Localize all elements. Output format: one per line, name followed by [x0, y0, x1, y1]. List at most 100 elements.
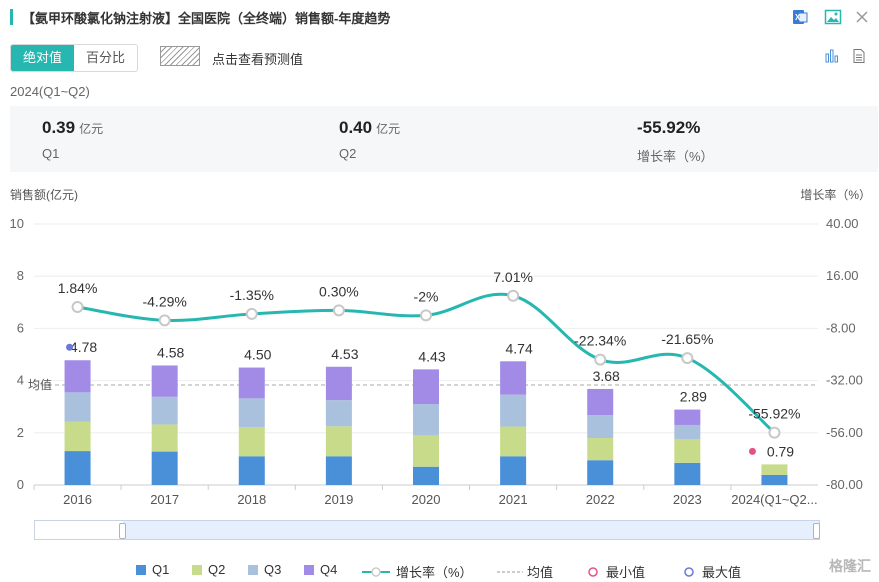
- bar-q2: [64, 421, 91, 452]
- image-export-icon[interactable]: [824, 8, 842, 26]
- legend-q1[interactable]: Q1: [136, 562, 169, 577]
- bar-total-label: 4.78: [70, 339, 97, 355]
- dashed-line-icon: [497, 571, 523, 573]
- growth-summary-value: -55.92%: [637, 118, 701, 137]
- bar-q2: [413, 435, 439, 467]
- growth-label: 1.84%: [58, 280, 98, 296]
- min-marker-icon: [588, 567, 598, 577]
- excel-export-icon[interactable]: X: [791, 8, 809, 26]
- growth-point: [71, 300, 84, 313]
- bar-q2: [325, 426, 352, 457]
- growth-label: -4.29%: [142, 293, 186, 309]
- growth-point: [245, 307, 258, 320]
- bar-q1: [151, 451, 178, 485]
- y2-tick-label: -80.00: [826, 477, 863, 492]
- tab-percent[interactable]: 百分比: [86, 50, 126, 65]
- y2-tick-label: -8.00: [826, 320, 856, 335]
- x-tick-label: 2020: [412, 492, 441, 507]
- x-tick-label: 2019: [324, 492, 353, 507]
- table-view-icon[interactable]: [851, 48, 867, 64]
- q1-unit: 亿元: [79, 122, 104, 136]
- sales-chart: 0 2 4 6 8 10 -80.00 -56.00 -32.00 -8.00 16.00 40.00…: [10, 216, 863, 507]
- x-tick-label: 2024(Q1~Q2...: [731, 492, 817, 507]
- bar-q3: [325, 400, 352, 427]
- bar-q4: [64, 360, 91, 393]
- tab-absolute[interactable]: 绝对值: [11, 45, 75, 71]
- chart-legend: Q1 Q2 Q3 Q4 增长率（%） 均值 最小值 最大值: [0, 560, 879, 580]
- max-marker-icon: [684, 567, 694, 577]
- x-tick-label: 2021: [499, 492, 528, 507]
- q2-summary-label: Q2: [339, 146, 357, 161]
- bar-chart-icon[interactable]: [824, 48, 840, 64]
- bar-q4: [238, 367, 265, 399]
- legend-growth[interactable]: 增长率（%）: [362, 562, 473, 581]
- bar-q3: [151, 396, 178, 425]
- chart-header: 【氨甲环酸氯化钠注射液】全国医院（全终端）销售额-年度趋势 X: [0, 0, 879, 36]
- bar-q3: [674, 424, 701, 440]
- y-tick-label: 2: [17, 425, 24, 440]
- close-icon[interactable]: [853, 8, 871, 26]
- min-marker: [748, 447, 756, 455]
- q1-summary-value: 0.39 亿元: [42, 118, 104, 137]
- legend-q3[interactable]: Q3: [248, 562, 281, 577]
- bar-q2: [238, 427, 265, 457]
- summary-panel: 0.39 亿元 Q1 0.40 亿元 Q2 -55.92% 增长率（%）: [10, 106, 878, 172]
- bar-q3: [64, 392, 91, 422]
- y-tick-label: 0: [17, 477, 24, 492]
- bar-total-label: 4.58: [157, 344, 184, 360]
- growth-label: -2%: [414, 288, 439, 304]
- bar-q1: [325, 456, 352, 485]
- bar-total-label: 4.43: [418, 348, 445, 364]
- y-tick-label: 8: [17, 268, 24, 283]
- bar-q4: [151, 365, 178, 397]
- y-tick-label: 6: [17, 320, 24, 335]
- bar-q4: [587, 388, 614, 416]
- summary-period: 2024(Q1~Q2): [10, 84, 90, 99]
- bar-q1: [64, 451, 91, 485]
- forecast-toggle-swatch[interactable]: [160, 46, 200, 66]
- bar-q4: [674, 409, 701, 425]
- legend-q2[interactable]: Q2: [192, 562, 225, 577]
- growth-label: -55.92%: [748, 406, 800, 422]
- forecast-toggle-label[interactable]: 点击查看预测值: [212, 52, 304, 67]
- growth-point: [332, 304, 345, 317]
- y2-tick-label: -56.00: [826, 425, 863, 440]
- x-tick-label: 2018: [237, 492, 266, 507]
- max-marker: [66, 343, 74, 351]
- legend-max[interactable]: 最大值: [680, 562, 741, 581]
- legend-q4[interactable]: Q4: [304, 562, 337, 577]
- growth-point: [507, 289, 520, 302]
- bar-q3: [238, 398, 265, 428]
- bar-q4: [413, 369, 439, 405]
- range-slider[interactable]: [34, 520, 820, 540]
- bar-total-label: 4.53: [331, 346, 358, 362]
- bar-total-label: 4.74: [505, 340, 532, 356]
- legend-min[interactable]: 最小值: [584, 562, 645, 581]
- range-slider-right-handle[interactable]: [813, 523, 820, 539]
- legend-average[interactable]: 均值: [497, 562, 553, 581]
- y2-tick-label: 40.00: [826, 216, 859, 231]
- y2-axis-title: 增长率（%）: [800, 188, 871, 202]
- q1-summary-label: Q1: [42, 146, 60, 161]
- line-marker-icon: [362, 567, 390, 577]
- bar-q1: [674, 462, 701, 485]
- growth-label: -1.35%: [230, 287, 274, 303]
- bar-q1: [413, 466, 439, 485]
- bar-total-label: 4.50: [244, 347, 271, 363]
- watermark: 格隆汇: [829, 558, 871, 574]
- title-accent-bar: [10, 9, 13, 25]
- range-slider-selection: [123, 521, 819, 539]
- bar-q4: [500, 361, 527, 395]
- x-tick-label: 2023: [673, 492, 702, 507]
- y2-tick-label: 16.00: [826, 268, 859, 283]
- bar-total-label: 3.68: [593, 368, 620, 384]
- growth-point: [681, 352, 694, 365]
- x-tick-label: 2017: [150, 492, 179, 507]
- range-slider-left-handle[interactable]: [119, 523, 126, 539]
- bar-q1: [500, 456, 527, 485]
- bar-q3: [413, 404, 439, 436]
- growth-label: 0.30%: [319, 283, 359, 299]
- bar-total-label: 2.89: [680, 389, 707, 405]
- bar-q1: [587, 460, 614, 485]
- average-label: 均值: [28, 377, 52, 392]
